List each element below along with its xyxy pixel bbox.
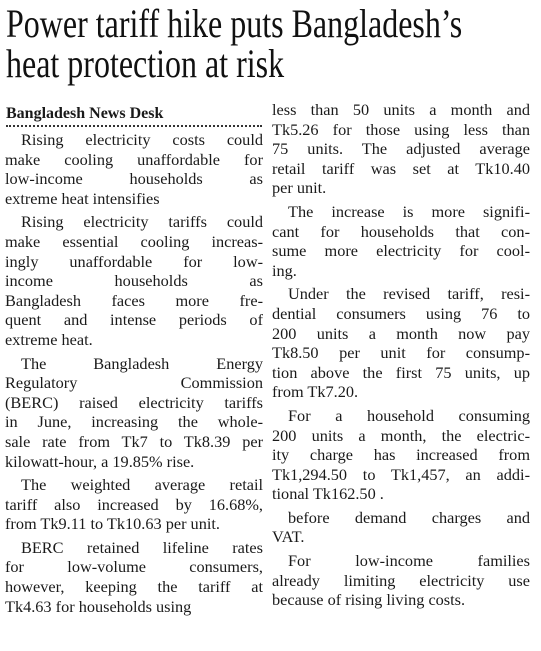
text-line: before demand charges and: [288, 507, 530, 527]
headline: Power tariff hike puts Bangladesh’s heat…: [6, 4, 502, 84]
text-line: For a household consuming: [288, 405, 530, 425]
paragraph: For a household consuming 200 units a mon…: [272, 406, 530, 504]
column: Rising electricity costs could make cooli…: [5, 130, 263, 620]
text-line: Rising electricity tariffs could: [21, 212, 263, 232]
text-line: cant for households that con-: [272, 221, 530, 241]
text-line: retail tariff was set at Tk10.40: [272, 158, 530, 178]
text-line: extreme heat intensifies: [5, 188, 160, 208]
text-line: extreme heat.: [5, 329, 93, 349]
text-line: low-income households as: [5, 169, 263, 189]
text-line: for low-volume consumers,: [5, 557, 263, 577]
text-line: VAT.: [272, 527, 305, 547]
text-line: Bangladesh faces more fre-: [5, 290, 263, 310]
text-line: ity charge has increased from: [272, 445, 530, 465]
text-line: Tk1,294.50 to Tk1,457, an addi-: [272, 464, 530, 484]
text-line: ingly unaffordable for low-: [5, 251, 263, 271]
text-line: (BERC) raised electricity tariffs: [5, 392, 263, 412]
text-line: Regulatory Commission: [5, 373, 263, 393]
paragraph: BERC retained lifeline rates for low-volu…: [5, 538, 263, 616]
column: less than 50 units a month and Tk5.26 for…: [272, 100, 530, 614]
text-line: sale rate from Tk7 to Tk8.39 per: [5, 431, 263, 451]
text-line: The increase is more signifi-: [288, 201, 530, 221]
text-line: 200 units a month now pay: [272, 323, 530, 343]
text-line: 200 units a month, the electric-: [272, 425, 530, 445]
text-line: Tk8.50 per unit for consump-: [272, 343, 530, 363]
text-line: dential consumers using 76 to: [272, 303, 530, 323]
text-line: Under the revised tariff, resi-: [288, 284, 530, 304]
text-line: income households as: [5, 271, 263, 291]
text-line: in June, increasing the whole-: [5, 412, 263, 432]
text-line: Tk4.63 for households using: [5, 596, 192, 616]
paragraph: Rising electricity costs could make cooli…: [5, 130, 263, 208]
text-line: because of rising living costs.: [272, 590, 466, 610]
text-line: BERC retained lifeline rates: [21, 537, 263, 557]
text-line: The weighted average retail: [21, 475, 263, 495]
text-line: less than 50 units a month and: [272, 100, 530, 119]
paragraph: For low-income families already limiting …: [272, 551, 530, 610]
text-line: Rising electricity costs could: [21, 130, 263, 149]
headline-line: Power tariff hike puts Bangladesh’s: [6, 1, 463, 46]
text-line: per unit.: [272, 178, 327, 198]
text-line: kilowatt-hour, a 19.85% rise.: [5, 451, 195, 471]
paragraph: Under the revised tariff, resi-dential c…: [272, 284, 530, 402]
text-line: sume more electricity for cool-: [272, 241, 530, 261]
text-line: already limiting electricity use: [272, 570, 530, 590]
text-line: however, keeping the tariff at: [5, 577, 263, 597]
text-line: from Tk9.11 to Tk10.63 per unit.: [5, 514, 220, 534]
text-line: The Bangladesh Energy: [21, 353, 263, 373]
headline-line: heat protection at risk: [6, 41, 285, 86]
text-line: ing.: [272, 260, 297, 280]
paragraph: The weighted average retail tariff also i…: [5, 475, 263, 534]
text-line: Tk5.26 for those using less than: [272, 119, 530, 139]
text-line: make essential cooling increas-: [5, 231, 263, 251]
paragraph: The Bangladesh Energy Regulatory Commissi…: [5, 354, 263, 472]
text-line: make cooling unaffordable for: [5, 149, 263, 169]
text-line: from Tk7.20.: [272, 382, 359, 402]
text-line: tional Tk162.50 .: [272, 484, 384, 504]
byline: Bangladesh News Desk: [6, 104, 262, 127]
paragraph: less than 50 units a month and Tk5.26 for…: [272, 100, 530, 198]
text-line: quent and intense periods of: [5, 310, 263, 330]
text-line: For low-income families: [288, 551, 530, 571]
text-line: tion above the first 75 units, up: [272, 362, 530, 382]
paragraph: The increase is more signifi-cant for ho…: [272, 202, 530, 280]
paragraph: Rising electricity tariffs could make ess…: [5, 212, 263, 349]
text-line: 75 units. The adjusted average: [272, 139, 530, 159]
text-line: tariff also increased by 16.68%,: [5, 494, 263, 514]
paragraph: before demand charges and VAT.: [272, 508, 530, 547]
